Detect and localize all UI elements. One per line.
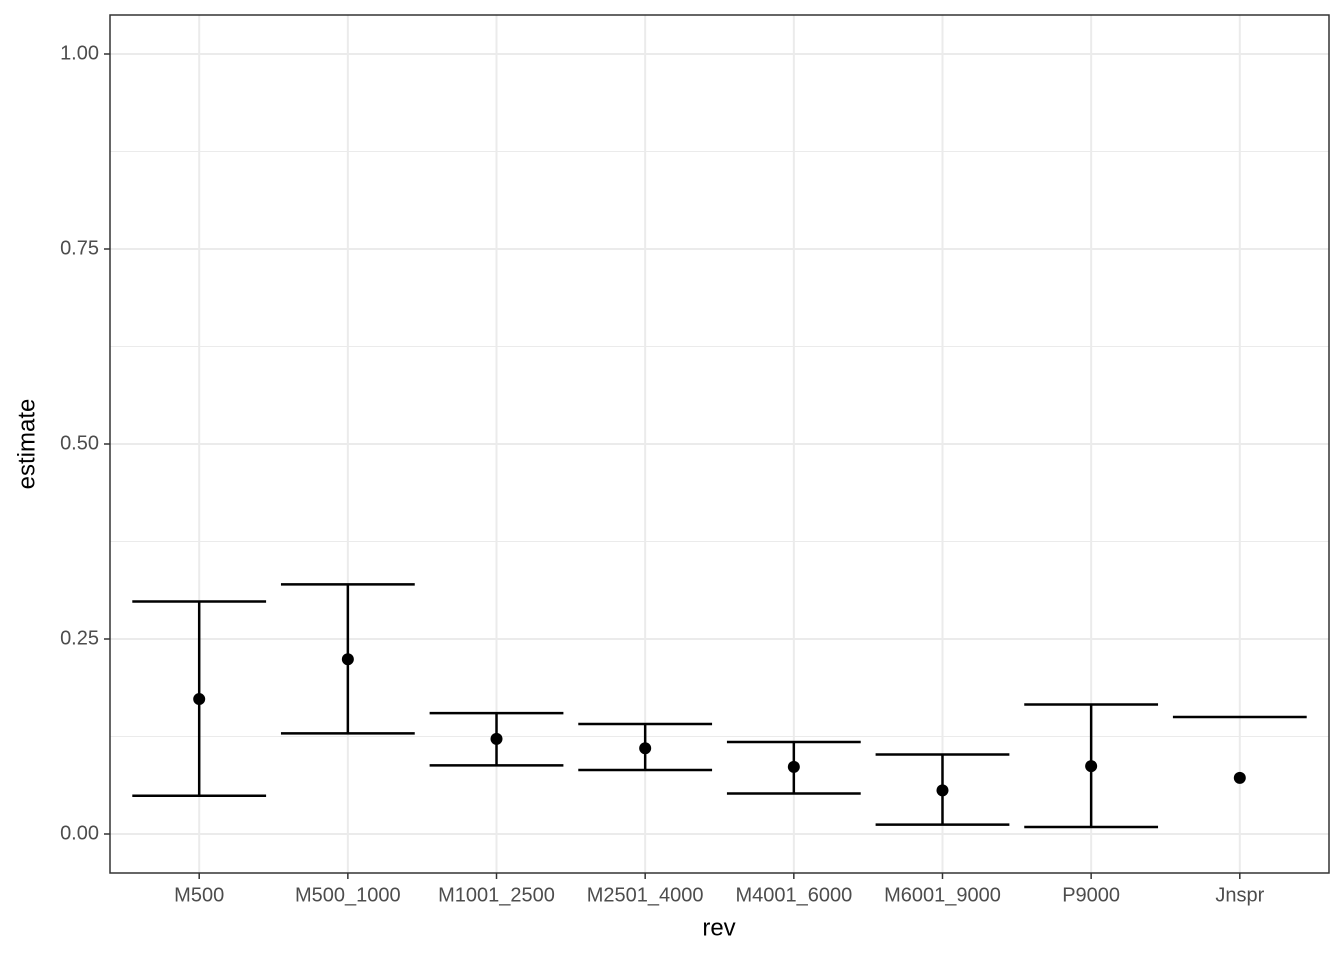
panel-border xyxy=(109,14,1330,874)
x-tick-label: M500_1000 xyxy=(295,884,401,906)
point xyxy=(936,784,949,797)
x-tick-label: M2501_4000 xyxy=(587,884,704,906)
y-tick-label: 0.25 xyxy=(60,627,99,649)
y-tick-label: 1.00 xyxy=(60,42,99,64)
x-tick-label: M6001_9000 xyxy=(884,884,1001,906)
x-tick-label: Jnspr xyxy=(1215,884,1264,906)
y-axis-title: estimate xyxy=(13,399,40,490)
point xyxy=(490,732,503,745)
y-tick-label: 0.00 xyxy=(60,822,99,844)
point xyxy=(341,653,354,666)
x-tick-label: M1001_2500 xyxy=(438,884,555,906)
point xyxy=(193,693,206,706)
x-tick-label: M4001_6000 xyxy=(735,884,852,906)
point xyxy=(639,742,652,755)
y-tick-label: 0.75 xyxy=(60,237,99,259)
x-axis-title: rev xyxy=(702,914,735,941)
point xyxy=(787,760,800,773)
x-tick-label: M500 xyxy=(174,884,224,906)
x-tick-label: P9000 xyxy=(1062,884,1120,906)
y-tick-label: 0.50 xyxy=(60,432,99,454)
point xyxy=(1233,771,1246,784)
point xyxy=(1085,760,1098,773)
